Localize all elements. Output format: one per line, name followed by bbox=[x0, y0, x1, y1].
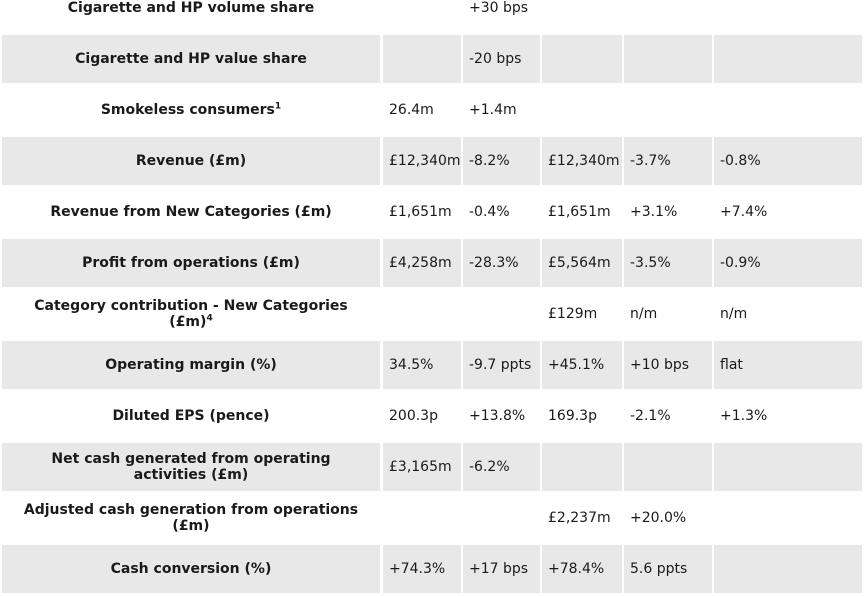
value-cell: 5.6 ppts bbox=[624, 545, 712, 593]
footnote-marker: 1 bbox=[274, 101, 282, 112]
value-cell: -0.4% bbox=[469, 204, 510, 220]
value-cell bbox=[624, 86, 712, 134]
value-cell: £12,340m bbox=[383, 137, 461, 185]
table-row: Cash conversion (%) +74.3% +17 bps +78.4… bbox=[0, 545, 864, 596]
metric-label: Net cash generated from operating activi… bbox=[2, 443, 380, 491]
metric-label: Revenue from New Categories (£m) bbox=[50, 204, 332, 220]
value-cell: +13.8% bbox=[469, 408, 526, 424]
metric-label: Operating margin (%) bbox=[2, 341, 380, 389]
value-cell: +1.4m bbox=[469, 102, 517, 118]
value-cell bbox=[714, 86, 862, 134]
value-cell bbox=[714, 35, 862, 83]
value-cell bbox=[383, 290, 461, 338]
value-cell bbox=[383, 0, 461, 32]
value-cell bbox=[542, 86, 622, 134]
value-cell: £2,237m bbox=[548, 510, 611, 526]
metric-label: Category contribution - New Categories (… bbox=[34, 298, 348, 330]
table-row: Cigarette and HP value share -20 bps bbox=[0, 35, 864, 86]
value-cell: +74.3% bbox=[383, 545, 461, 593]
value-cell: 26.4m bbox=[389, 102, 434, 118]
value-cell bbox=[542, 443, 622, 491]
value-cell bbox=[542, 35, 622, 83]
value-cell bbox=[383, 494, 461, 542]
table-row: Net cash generated from operating activi… bbox=[0, 443, 864, 494]
table-row: Operating margin (%) 34.5% -9.7 ppts +45… bbox=[0, 341, 864, 392]
table-row: Revenue from New Categories (£m) £1,651m… bbox=[0, 188, 864, 239]
value-cell: n/m bbox=[630, 306, 658, 322]
table-row: Category contribution - New Categories (… bbox=[0, 290, 864, 341]
table-row: Diluted EPS (pence) 200.3p +13.8% 169.3p… bbox=[0, 392, 864, 443]
value-cell bbox=[714, 545, 862, 593]
value-cell: -9.7 ppts bbox=[463, 341, 540, 389]
value-cell: 169.3p bbox=[548, 408, 597, 424]
value-cell: +78.4% bbox=[542, 545, 622, 593]
value-cell bbox=[624, 443, 712, 491]
table-row: Cigarette and HP volume share +30 bps bbox=[0, 0, 864, 35]
value-cell: £4,258m bbox=[383, 239, 461, 287]
table-row: Revenue (£m) £12,340m -8.2% £12,340m -3.… bbox=[0, 137, 864, 188]
value-cell: +3.1% bbox=[630, 204, 678, 220]
value-cell: +30 bps bbox=[469, 0, 529, 16]
value-cell: +20.0% bbox=[630, 510, 687, 526]
value-cell: £12,340m bbox=[542, 137, 622, 185]
value-cell: n/m bbox=[720, 306, 748, 322]
value-cell: flat bbox=[714, 341, 862, 389]
value-cell: -2.1% bbox=[630, 408, 671, 424]
metric-label: Cash conversion (%) bbox=[2, 545, 380, 593]
metric-label: Profit from operations (£m) bbox=[2, 239, 380, 287]
metric-label: Adjusted cash generation from operations… bbox=[23, 502, 359, 534]
value-cell: +7.4% bbox=[720, 204, 768, 220]
value-cell: -3.5% bbox=[624, 239, 712, 287]
table-row: Adjusted cash generation from operations… bbox=[0, 494, 864, 545]
value-cell bbox=[624, 35, 712, 83]
value-cell bbox=[714, 0, 862, 32]
value-cell: +45.1% bbox=[542, 341, 622, 389]
value-cell: -0.8% bbox=[714, 137, 862, 185]
value-cell bbox=[542, 0, 622, 32]
value-cell: £5,564m bbox=[542, 239, 622, 287]
metric-label: Smokeless consumers1 bbox=[100, 101, 282, 118]
value-cell: -28.3% bbox=[463, 239, 540, 287]
value-cell: £129m bbox=[548, 306, 598, 322]
value-cell: 200.3p bbox=[389, 408, 438, 424]
metric-label: Diluted EPS (pence) bbox=[112, 408, 270, 424]
value-cell: 34.5% bbox=[383, 341, 461, 389]
footnote-marker: 4 bbox=[206, 313, 213, 324]
table-row: Smokeless consumers1 26.4m +1.4m bbox=[0, 86, 864, 137]
value-cell: +1.3% bbox=[720, 408, 768, 424]
table-row: Profit from operations (£m) £4,258m -28.… bbox=[0, 239, 864, 290]
value-cell: -6.2% bbox=[463, 443, 540, 491]
value-cell: +10 bps bbox=[624, 341, 712, 389]
value-cell: -20 bps bbox=[463, 35, 540, 83]
value-cell: £1,651m bbox=[548, 204, 611, 220]
metric-label: Revenue (£m) bbox=[2, 137, 380, 185]
value-cell bbox=[383, 35, 461, 83]
value-cell: -8.2% bbox=[463, 137, 540, 185]
value-cell: £3,165m bbox=[383, 443, 461, 491]
value-cell bbox=[463, 494, 540, 542]
metric-label: Cigarette and HP volume share bbox=[67, 0, 315, 16]
metric-label: Cigarette and HP value share bbox=[2, 35, 380, 83]
value-cell: -0.9% bbox=[714, 239, 862, 287]
value-cell: +17 bps bbox=[463, 545, 540, 593]
value-cell bbox=[714, 494, 862, 542]
value-cell: £1,651m bbox=[389, 204, 452, 220]
value-cell: -3.7% bbox=[624, 137, 712, 185]
value-cell bbox=[463, 290, 540, 338]
value-cell bbox=[714, 443, 862, 491]
value-cell bbox=[624, 0, 712, 32]
